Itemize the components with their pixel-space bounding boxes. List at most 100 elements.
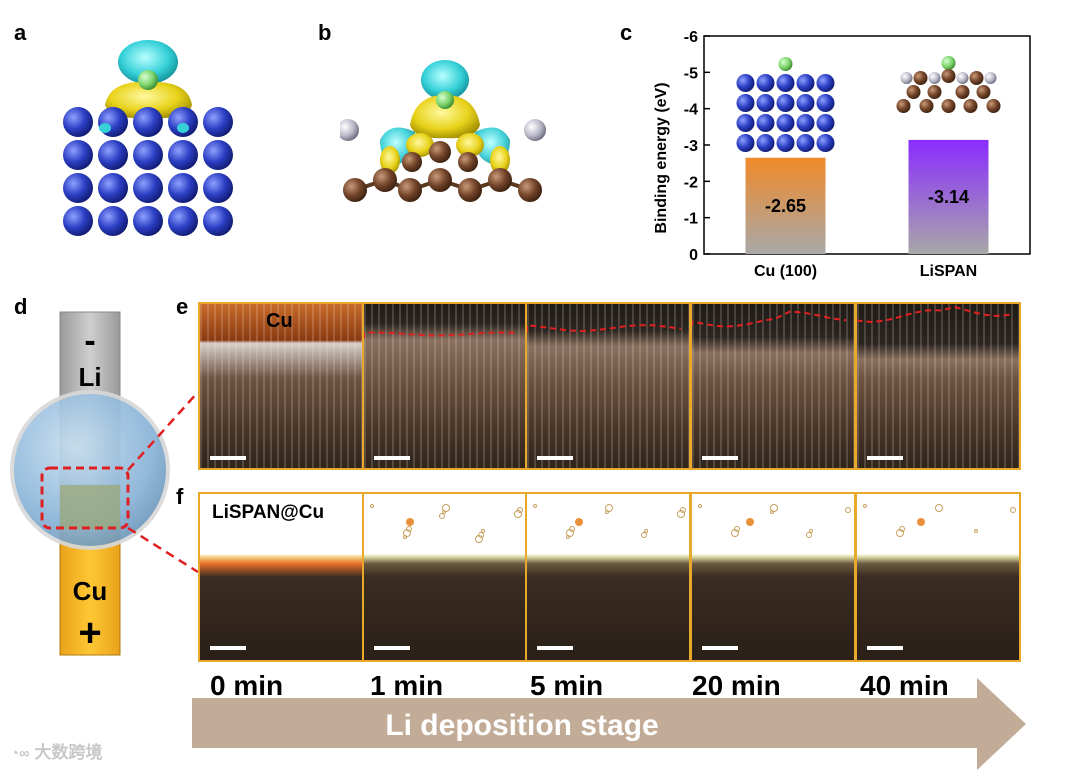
cu-micrograph-frame: Cu	[198, 302, 364, 470]
cu-atom-grid	[63, 107, 233, 236]
cu-atom	[816, 94, 835, 112]
y-tick-label: -1	[684, 211, 698, 228]
cu-atom	[203, 173, 233, 203]
cu-atom	[736, 94, 755, 112]
lispan-micrograph-frame	[690, 492, 856, 662]
time-label: 20 min	[692, 670, 781, 701]
bar-1	[908, 139, 989, 254]
panel-b-structure	[340, 60, 546, 202]
cu-atom	[63, 206, 93, 236]
stage-label: Li deposition stage	[385, 709, 658, 742]
watermark: ◔∞ 大数跨境	[10, 743, 103, 762]
lispan-micrograph-frame	[362, 492, 528, 662]
cu-atom	[63, 140, 93, 170]
cu-atom	[63, 107, 93, 137]
cu-atom	[796, 114, 815, 132]
x-tick-label: Cu (100)	[754, 263, 817, 280]
cu-atom	[796, 134, 815, 152]
zoom-region-box	[40, 466, 130, 530]
cu-atom	[796, 74, 815, 92]
span-backbone	[340, 119, 546, 202]
cu-atom	[133, 173, 163, 203]
li-front-line	[692, 310, 847, 328]
li-label: Li	[78, 362, 101, 392]
minus-sign: -	[84, 322, 95, 360]
li-adatom	[138, 70, 158, 90]
li-front-line	[364, 331, 519, 338]
cu-micrograph-frame	[855, 302, 1021, 470]
time-label: 40 min	[860, 670, 949, 701]
cu-atom	[133, 107, 163, 137]
panel-letter-c: c	[620, 20, 633, 45]
y-tick-label: -3	[684, 138, 698, 155]
time-label: 0 min	[210, 670, 284, 701]
cu-atom	[736, 74, 755, 92]
cu-atom	[168, 140, 198, 170]
stage-arrow: Li deposition stage	[192, 678, 1026, 770]
chart-axes: 0 -1 -2 -3 -4 -5 -6	[684, 29, 1031, 264]
cu-atom	[168, 206, 198, 236]
cu-micrograph-frame	[362, 302, 528, 470]
li-front-line	[857, 305, 1012, 324]
cu-micrograph-frame	[690, 302, 856, 470]
cu-atom	[168, 173, 198, 203]
cu-atom	[756, 134, 775, 152]
y-tick-label: -6	[684, 29, 698, 46]
panel-letter-d: d	[14, 294, 28, 319]
y-tick-label: -5	[684, 65, 698, 82]
cell-schematic: - Li Cu +	[10, 311, 170, 656]
cu-atom	[816, 114, 835, 132]
cu-atom	[756, 74, 775, 92]
cu-atom	[796, 94, 815, 112]
cu-atom	[736, 114, 755, 132]
time-label: 5 min	[530, 670, 604, 701]
y-tick-label: 0	[689, 247, 698, 264]
lispan-row-label: LiSPAN@Cu	[212, 502, 325, 523]
panel-letter-a: a	[14, 20, 27, 45]
bar-0	[745, 157, 826, 254]
panel-letter-e: e	[176, 294, 189, 319]
cu-atom	[133, 140, 163, 170]
watermark-icon: ◔∞	[10, 745, 30, 762]
plus-sign: +	[78, 611, 101, 655]
cu-atom	[133, 206, 163, 236]
panel-letter-f: f	[176, 484, 184, 509]
cu-label: Cu	[73, 576, 108, 606]
cu-atom	[816, 134, 835, 152]
cu-atom	[776, 94, 795, 112]
cu-atom	[203, 140, 233, 170]
cu-atom	[98, 206, 128, 236]
cu-atom	[203, 107, 233, 137]
cu-atom	[98, 173, 128, 203]
cu-micrograph-frame	[525, 302, 691, 470]
cu-atom	[776, 74, 795, 92]
cu-atom	[736, 134, 755, 152]
lispan-micrograph-frame: LiSPAN@Cu	[198, 492, 364, 662]
panel-letter-b: b	[318, 20, 332, 45]
y-tick-label: -4	[684, 102, 698, 119]
bar-value-label: -3.14	[928, 187, 969, 207]
cu-atom	[816, 74, 835, 92]
y-axis-label: Binding energy (eV)	[653, 82, 670, 233]
charge-accumulation-lobe	[105, 81, 192, 119]
lispan-micrograph-frame	[525, 492, 691, 662]
li-front-line	[527, 324, 682, 333]
bar-value-label: -2.65	[765, 196, 806, 216]
cu-atom	[63, 173, 93, 203]
cu-atom	[756, 94, 775, 112]
cu-atom	[98, 140, 128, 170]
x-tick-label: LiSPAN	[920, 263, 977, 280]
cu-row-label: Cu	[266, 310, 293, 332]
panel-a-structure	[63, 40, 233, 236]
chart-bars: -2.65 Cu (100) -3.14 LiSPAN	[745, 139, 989, 280]
charge-depletion-lobe	[118, 40, 178, 84]
cu-atom	[168, 107, 198, 137]
cu-atom	[776, 134, 795, 152]
y-tick-label: -2	[684, 174, 698, 191]
lispan-micrograph-frame	[855, 492, 1021, 662]
cu-atom	[203, 206, 233, 236]
cu-atom	[776, 114, 795, 132]
time-label: 1 min	[370, 670, 444, 701]
cu-atom	[756, 114, 775, 132]
binding-energy-chart: Binding energy (eV) 0 -1 -2 -3 -4 -5 -6 -2.65 C…	[653, 29, 1031, 280]
